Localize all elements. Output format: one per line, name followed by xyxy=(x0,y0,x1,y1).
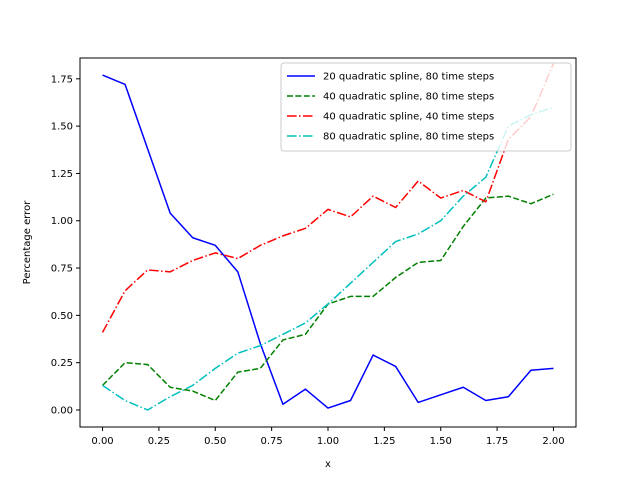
y-tick-label: 0.00 xyxy=(51,405,73,416)
legend-entry-label: 40 quadratic spline, 80 time steps xyxy=(323,92,494,103)
y-tick-label: 1.00 xyxy=(51,216,73,227)
x-tick-label: 1.50 xyxy=(430,436,452,447)
x-tick-label: 1.25 xyxy=(373,436,395,447)
x-axis-ticks: 0.00 0.25 0.50 0.75 1.00 1.25 1.50 1.75 2.00 xyxy=(91,427,565,447)
x-tick-label: 2.00 xyxy=(542,436,564,447)
y-tick-label: 1.50 xyxy=(51,122,73,133)
y-tick-label: 0.50 xyxy=(51,311,73,322)
y-tick-label: 0.75 xyxy=(51,264,73,275)
y-tick-label: 1.25 xyxy=(51,169,73,180)
x-tick-label: 1.00 xyxy=(317,436,339,447)
legend: 20 quadratic spline, 80 time steps 40 qua… xyxy=(280,62,572,152)
legend-frame xyxy=(280,62,572,152)
legend-entry-label: 20 quadratic spline, 80 time steps xyxy=(323,72,494,83)
y-tick-label: 1.75 xyxy=(51,74,73,85)
x-tick-label: 0.25 xyxy=(148,436,170,447)
y-axis-label: Percentage error xyxy=(22,200,33,285)
series-line-4 xyxy=(102,106,554,411)
x-tick-label: 0.00 xyxy=(91,436,113,447)
y-axis-ticks: 0.00 0.25 0.50 0.75 1.00 1.25 1.50 1.75 xyxy=(51,74,80,416)
series-layer xyxy=(101,63,555,411)
series-line-3 xyxy=(101,63,555,333)
x-tick-label: 1.75 xyxy=(486,436,508,447)
legend-entry-label: 80 quadratic spline, 80 time steps xyxy=(323,132,494,143)
series-line-1 xyxy=(102,74,554,409)
x-tick-label: 0.75 xyxy=(261,436,283,447)
x-axis-label: x xyxy=(325,459,331,470)
legend-entry-label: 40 quadratic spline, 40 time steps xyxy=(323,112,494,123)
y-tick-label: 0.25 xyxy=(51,358,73,369)
x-tick-label: 0.50 xyxy=(204,436,226,447)
